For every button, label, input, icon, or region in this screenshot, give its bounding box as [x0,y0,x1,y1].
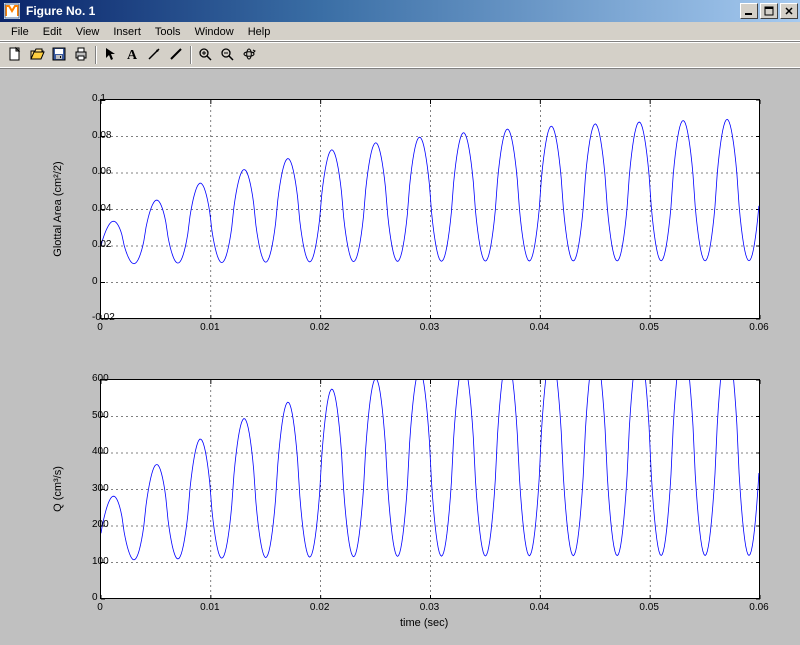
open-icon [29,46,45,65]
ytick-label: 0 [92,592,94,603]
edit-button[interactable] [165,44,187,66]
xtick-label: 0.02 [310,322,329,333]
edit-icon [168,46,184,65]
xtick-label: 0.02 [310,602,329,613]
print-icon [73,46,89,65]
toolbar-sep [190,46,191,64]
menu-bar: FileEditViewInsertToolsWindowHelp [0,22,800,42]
text-icon: A [124,46,140,65]
maximize-button[interactable] [760,3,778,19]
axes-bottom [100,379,760,599]
menu-window[interactable]: Window [188,24,241,40]
ytick-label: 0.1 [92,93,94,104]
zoom-out-button[interactable] [216,44,238,66]
app-icon [4,3,20,19]
xtick-label: 0.05 [639,602,658,613]
save-icon [51,46,67,65]
menu-file[interactable]: File [4,24,36,40]
xlabel: time (sec) [400,617,448,629]
arrow-button[interactable] [99,44,121,66]
arrow-icon [102,46,118,65]
text-button[interactable]: A [121,44,143,66]
xtick-label: 0.05 [639,322,658,333]
xtick-label: 0.01 [200,602,219,613]
xtick-label: 0.06 [749,602,768,613]
menu-view[interactable]: View [69,24,107,40]
ytick-label: 400 [92,446,94,457]
zoom-in-button[interactable] [194,44,216,66]
new-icon [7,46,23,65]
ytick-label: 0.02 [92,239,94,250]
rotate3d-button[interactable] [238,44,260,66]
svg-text:A: A [127,48,138,62]
toolbar: A [0,42,800,69]
xtick-label: 0 [97,602,103,613]
close-button[interactable] [780,3,798,19]
line-icon [146,46,162,65]
xtick-label: 0.06 [749,322,768,333]
bottom-ylabel: Q (cm³/s) [52,429,64,549]
line-button[interactable] [143,44,165,66]
xtick-label: 0 [97,322,103,333]
zoom-out-icon [219,46,235,65]
ytick-label: 100 [92,556,94,567]
menu-insert[interactable]: Insert [106,24,148,40]
print-button[interactable] [70,44,92,66]
window-title: Figure No. 1 [24,4,740,18]
menu-help[interactable]: Help [241,24,278,40]
axes-top [100,99,760,319]
open-button[interactable] [26,44,48,66]
menu-tools[interactable]: Tools [148,24,188,40]
zoom-in-icon [197,46,213,65]
toolbar-sep [95,46,96,64]
ytick-label: 0.08 [92,130,94,141]
xtick-label: 0.04 [530,322,549,333]
ytick-label: 0 [92,276,94,287]
figure-area: -0.0200.020.040.060.080.100.010.020.030.… [0,69,800,645]
save-button[interactable] [48,44,70,66]
ytick-label: 200 [92,519,94,530]
menu-edit[interactable]: Edit [36,24,69,40]
ytick-label: 0.06 [92,166,94,177]
top-ylabel: Glottal Area (cm²/2) [52,149,64,269]
rotate3d-icon [241,46,257,65]
ytick-label: 500 [92,410,94,421]
xtick-label: 0.01 [200,322,219,333]
minimize-button[interactable] [740,3,758,19]
ytick-label: -0.02 [92,312,94,323]
xtick-label: 0.03 [420,322,439,333]
ytick-label: 0.04 [92,203,94,214]
ytick-label: 600 [92,373,94,384]
xtick-label: 0.04 [530,602,549,613]
new-button[interactable] [4,44,26,66]
xtick-label: 0.03 [420,602,439,613]
ytick-label: 300 [92,483,94,494]
title-bar: Figure No. 1 [0,0,800,22]
